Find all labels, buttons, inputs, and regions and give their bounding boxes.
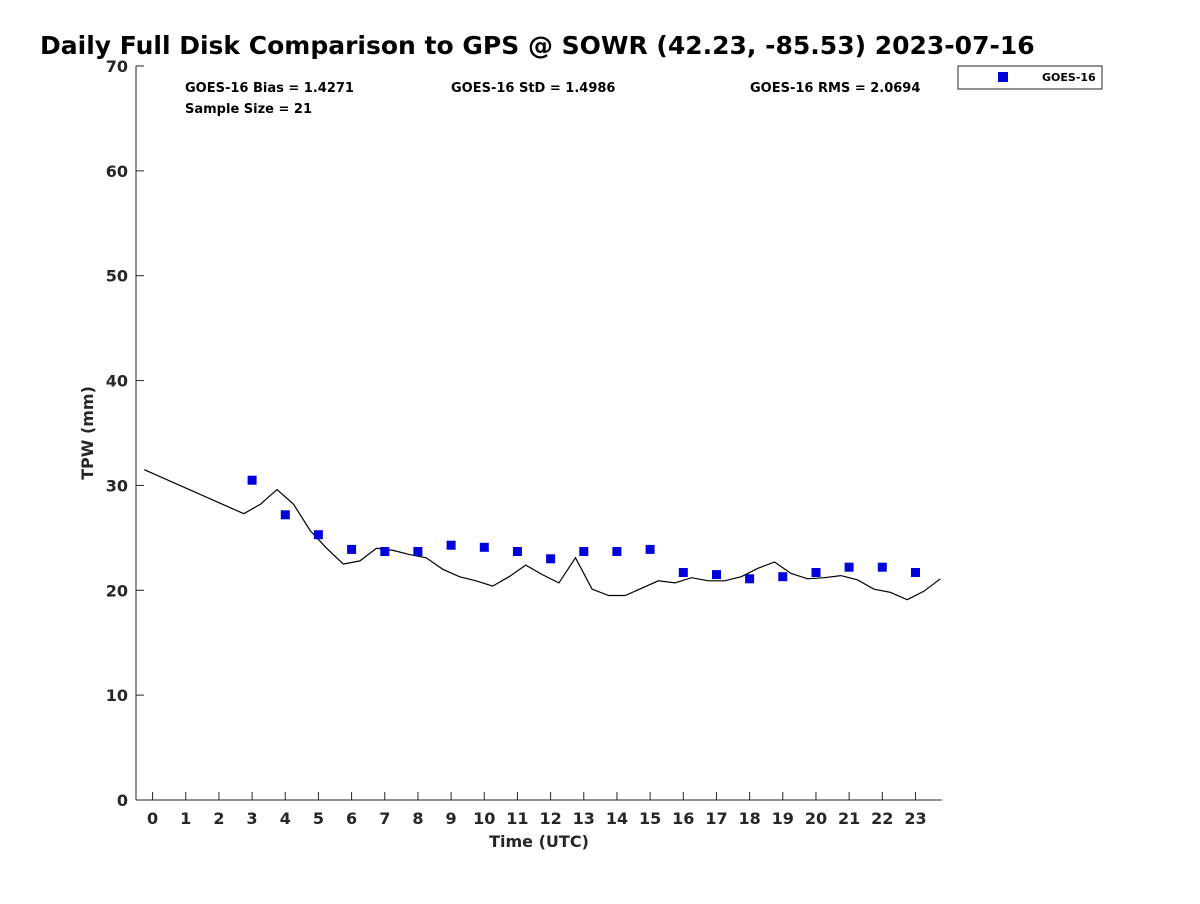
x-tick-label: 11 [506, 809, 528, 828]
goes16-point [446, 540, 456, 550]
x-tick-label: 17 [705, 809, 727, 828]
goes16-point [745, 574, 755, 584]
gps-line [144, 469, 941, 601]
x-tick-label: 7 [379, 809, 390, 828]
x-tick-label: 0 [147, 809, 158, 828]
y-axis-label: TPW (mm) [78, 386, 97, 480]
goes16-point [877, 562, 887, 572]
y-tick-label: 50 [106, 267, 128, 286]
goes16-point [911, 568, 920, 577]
goes16-point [280, 510, 290, 520]
y-tick-label: 30 [106, 476, 128, 495]
legend: GOES-16 [957, 65, 1103, 90]
x-tick-label: 2 [213, 809, 224, 828]
axes [135, 66, 942, 801]
x-tick-label: 8 [412, 809, 423, 828]
x-tick-label: 12 [539, 809, 561, 828]
goes16-point [678, 568, 688, 577]
x-tick-label: 9 [446, 809, 457, 828]
x-tick-label: 20 [805, 809, 827, 828]
x-axis-label: Time (UTC) [489, 832, 589, 851]
chart-title: Daily Full Disk Comparison to GPS @ SOWR… [40, 31, 1035, 60]
bias-stat: GOES-16 Bias = 1.4271 [185, 81, 354, 96]
x-tick-label: 13 [573, 809, 595, 828]
goes16-point [811, 568, 821, 577]
x-tick-label: 18 [738, 809, 760, 828]
goes16-point [479, 542, 489, 552]
x-tick-label: 6 [346, 809, 357, 828]
x-tick-label: 19 [772, 809, 794, 828]
goes16-point [247, 475, 257, 485]
goes16-point [612, 547, 622, 556]
y-tick-label: 70 [106, 57, 128, 76]
x-tick-label: 16 [672, 809, 694, 828]
y-tick-label: 20 [106, 581, 128, 600]
goes16-point [413, 547, 423, 556]
goes16-point [579, 547, 589, 556]
sample-size-stat: Sample Size = 21 [185, 102, 312, 117]
x-tick-label: 1 [180, 809, 191, 828]
y-tick-label: 0 [117, 791, 128, 810]
y-tick-label: 10 [106, 686, 128, 705]
x-tick-label: 3 [247, 809, 258, 828]
goes16-point [778, 572, 788, 582]
goes16-point [313, 530, 323, 540]
legend-label: GOES-16 [1042, 71, 1096, 84]
y-tick-label: 60 [106, 162, 128, 181]
y-ticks: 0 10 20 30 40 50 60 70 [106, 57, 144, 810]
x-tick-label: 23 [904, 809, 926, 828]
goes16-point [347, 544, 357, 554]
rms-stat: GOES-16 RMS = 2.0694 [750, 81, 920, 96]
goes16-point [512, 547, 522, 556]
x-tick-label: 10 [473, 809, 495, 828]
x-ticks: 0 1 2 3 4 5 6 7 8 9 10 11 12 13 14 15 16 17 18 19 20 21 22 23 [147, 792, 927, 828]
x-tick-label: 15 [639, 809, 661, 828]
legend-box [957, 65, 1103, 90]
goes16-point [546, 554, 556, 564]
std-stat: GOES-16 StD = 1.4986 [451, 81, 615, 96]
goes16-point [712, 570, 721, 580]
x-tick-label: 21 [838, 809, 860, 828]
x-tick-label: 4 [280, 809, 291, 828]
x-tick-label: 5 [313, 809, 324, 828]
x-tick-label: 14 [606, 809, 628, 828]
y-tick-label: 40 [106, 372, 128, 391]
goes16-point [844, 562, 854, 572]
goes16-point [380, 547, 390, 556]
goes16-point [645, 544, 655, 554]
x-tick-label: 22 [871, 809, 893, 828]
legend-marker [998, 72, 1008, 82]
series-layer [144, 469, 941, 601]
